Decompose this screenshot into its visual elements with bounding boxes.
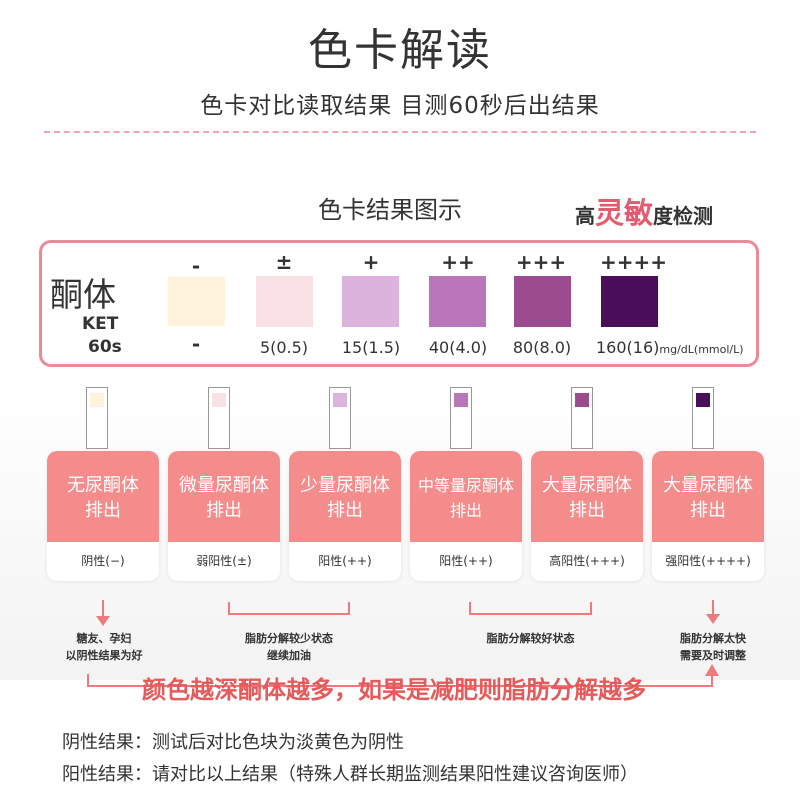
stage-label: 少量尿酮体 排出 bbox=[300, 475, 390, 521]
ketone-name-cn: 酮体 bbox=[50, 275, 116, 314]
stage-result: 强阳性(++++) bbox=[665, 554, 751, 568]
stage-label: 中等量尿酮体 排出 bbox=[417, 476, 514, 520]
level-symbol: +++ bbox=[515, 250, 567, 274]
strip-pad bbox=[454, 393, 468, 407]
stage-label: 大量尿酮体 排出 bbox=[542, 475, 632, 521]
color-swatch bbox=[429, 276, 486, 327]
color-swatch bbox=[601, 276, 658, 327]
test-strip bbox=[86, 387, 108, 449]
positive-result-text: 阳性结果：请对比以上结果（特殊人群长期监测结果阳性建议咨询医师） bbox=[62, 764, 638, 785]
test-strip bbox=[450, 387, 472, 449]
arrow-head-icon bbox=[706, 614, 720, 624]
stage-card-header bbox=[47, 451, 159, 542]
sensitivity-prefix: 高 bbox=[575, 204, 595, 228]
stage-card-header bbox=[289, 451, 401, 542]
stage-result: 弱阳性(±) bbox=[196, 554, 252, 568]
test-strip bbox=[692, 387, 714, 449]
level-value-max: 160(16)mg/dL(mmol/L) bbox=[596, 338, 756, 357]
reading-time: 60s bbox=[88, 337, 122, 357]
arrow-head-icon bbox=[96, 616, 110, 626]
level-value: - bbox=[191, 332, 201, 356]
stage-card-none: 无尿酮体 排出 阴性(−) bbox=[47, 451, 159, 581]
stage-card-header bbox=[168, 451, 280, 542]
stage-card-header bbox=[410, 451, 522, 542]
stage-card-very-large: 大量尿酮体 排出 强阳性(++++) bbox=[652, 451, 764, 581]
ketone-name-en: KET bbox=[82, 314, 119, 334]
level-value: 160(16) bbox=[596, 338, 660, 357]
level-symbol: ± bbox=[275, 250, 293, 274]
stage-card-small: 少量尿酮体 排出 阳性(++) bbox=[289, 451, 401, 581]
note-very-large: 脂肪分解太快 需要及时调整 bbox=[680, 632, 746, 662]
note-trace-small: 脂肪分解较少状态 继续加油 bbox=[245, 632, 333, 662]
unit-label: mg/dL(mmol/L) bbox=[659, 343, 744, 356]
slogan-bracket bbox=[87, 672, 713, 687]
bracket-trace-small bbox=[228, 602, 350, 615]
strip-pad bbox=[696, 393, 710, 407]
color-swatch bbox=[342, 276, 399, 327]
strip-pad bbox=[575, 393, 589, 407]
test-strip bbox=[208, 387, 230, 449]
bracket-moderate-large bbox=[469, 602, 592, 615]
level-symbol: + bbox=[362, 250, 380, 274]
color-card-title: 色卡结果图示 bbox=[318, 196, 462, 224]
level-value: 5(0.5) bbox=[259, 338, 309, 357]
test-strip bbox=[329, 387, 351, 449]
level-value: 15(1.5) bbox=[341, 338, 401, 357]
stage-label: 大量尿酮体 排出 bbox=[663, 475, 753, 521]
level-symbol: - bbox=[191, 254, 201, 278]
test-strip bbox=[571, 387, 593, 449]
color-swatch bbox=[514, 276, 571, 327]
arrow-up-icon bbox=[705, 664, 719, 676]
negative-result-text: 阴性结果：测试后对比色块为淡黄色为阴性 bbox=[62, 732, 404, 753]
strip-pad bbox=[333, 393, 347, 407]
stage-label: 微量尿酮体 排出 bbox=[179, 475, 269, 521]
bracket-diagram bbox=[87, 600, 720, 687]
sensitivity-suffix: 度检测 bbox=[653, 204, 714, 228]
sensitivity-highlight: 灵敏 bbox=[595, 196, 654, 230]
level-value: 80(8.0) bbox=[512, 338, 572, 357]
strip-pad bbox=[212, 393, 226, 407]
color-swatch bbox=[256, 276, 313, 327]
stage-card-trace: 微量尿酮体 排出 弱阳性(±) bbox=[168, 451, 280, 581]
stage-result: 阳性(++) bbox=[439, 554, 493, 568]
stage-card-moderate: 中等量尿酮体 排出 阳性(++) bbox=[410, 451, 522, 581]
note-none: 糖友、孕妇 以阴性结果为好 bbox=[65, 632, 143, 662]
strip-pad bbox=[90, 393, 104, 407]
stage-card-large: 大量尿酮体 排出 高阳性(+++) bbox=[531, 451, 643, 581]
stage-card-header bbox=[531, 451, 643, 542]
high-sensitivity-label: 高灵敏度检测 bbox=[575, 190, 713, 232]
stage-result: 阴性(−) bbox=[81, 554, 125, 568]
level-value: 40(4.0) bbox=[428, 338, 488, 357]
stage-card-header bbox=[652, 451, 764, 542]
page-subtitle: 色卡对比读取结果 目测60秒后出结果 bbox=[200, 93, 600, 119]
note-moderate-large: 脂肪分解较好状态 bbox=[486, 632, 575, 645]
dashed-divider bbox=[44, 131, 756, 133]
slogan: 颜色越深酮体越多，如果是减肥则脂肪分解越多 bbox=[142, 676, 646, 704]
stage-result: 阳性(++) bbox=[318, 554, 372, 568]
stage-label: 无尿酮体 排出 bbox=[67, 475, 139, 521]
color-swatch bbox=[168, 277, 225, 326]
level-symbol: ++++ bbox=[600, 250, 668, 274]
stage-result: 高阳性(+++) bbox=[549, 554, 625, 568]
level-symbol: ++ bbox=[441, 250, 475, 274]
page-title: 色卡解读 bbox=[308, 25, 492, 76]
